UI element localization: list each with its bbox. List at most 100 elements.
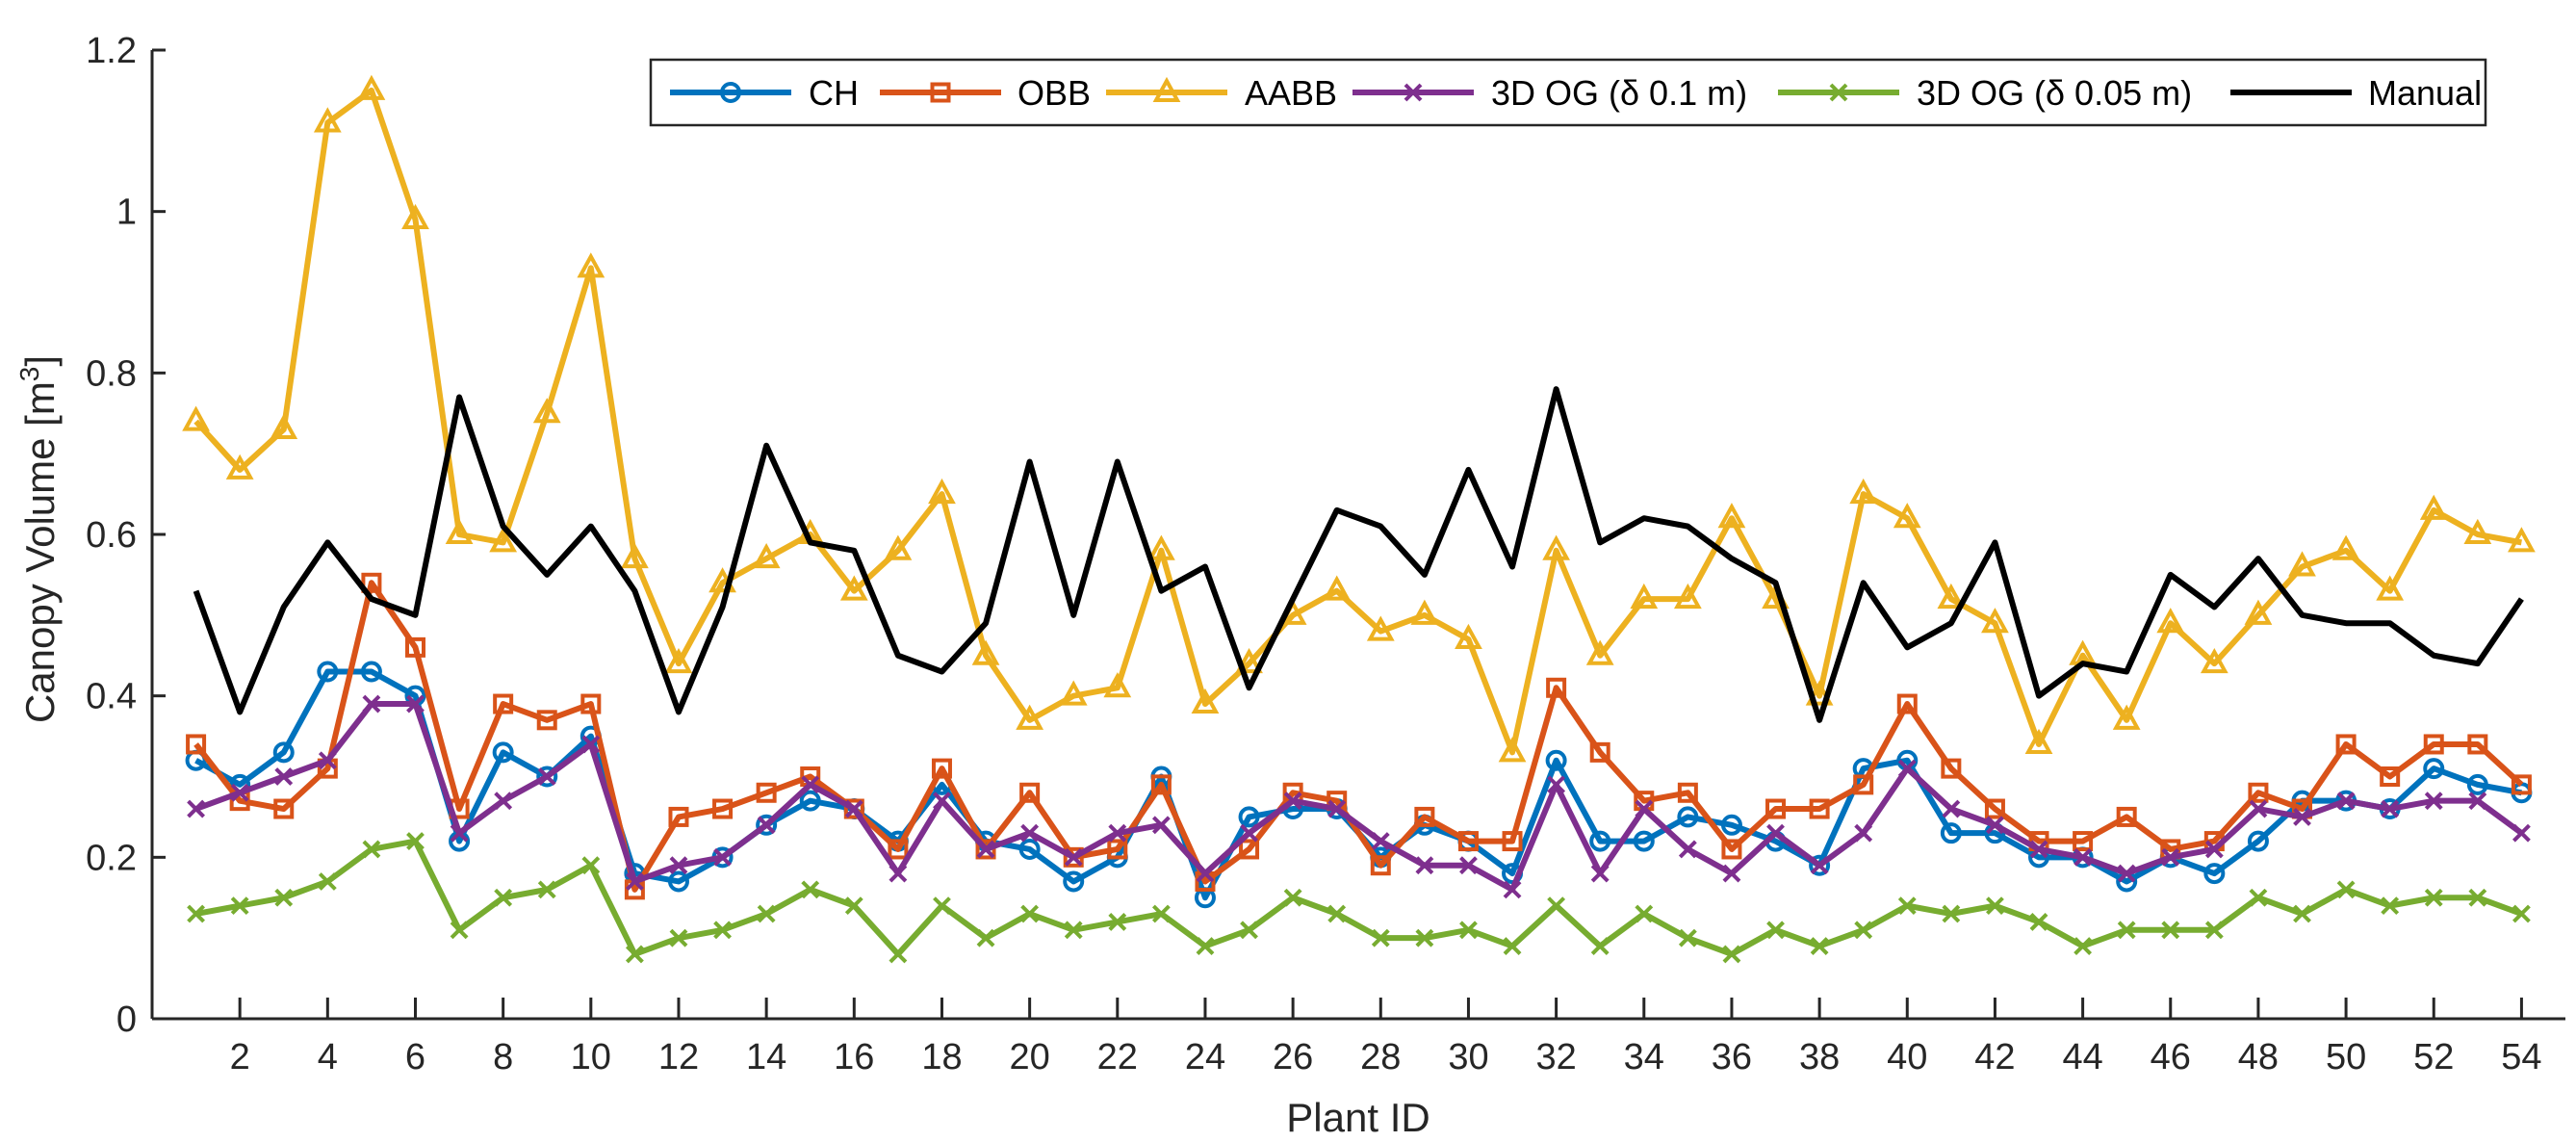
data-point-aabb: [1542, 534, 1571, 560]
data-point-3d-og-0-05-m: [933, 896, 951, 916]
data-point-obb: [1941, 758, 1962, 779]
data-point-aabb: [1146, 534, 1175, 560]
data-point-3d-og-0-05-m: [1371, 928, 1390, 947]
data-point-aabb: [752, 542, 781, 569]
data-point-aabb: [971, 639, 1000, 665]
data-point-3d-og-0-1-m: [2117, 864, 2136, 883]
data-point-obb: [1239, 839, 1260, 860]
x-tick-label: 8: [493, 1037, 513, 1077]
data-point-ch: [1018, 838, 1041, 860]
x-tick-label: 24: [1185, 1037, 1225, 1077]
data-point-3d-og-0-05-m: [450, 921, 469, 940]
data-point-aabb: [1016, 704, 1044, 730]
data-point-aabb: [1630, 583, 1659, 610]
x-tick-label: 38: [1799, 1037, 1840, 1077]
data-point-3d-og-0-1-m: [1151, 816, 1171, 835]
data-point-aabb: [621, 542, 649, 569]
data-point-3d-og-0-1-m: [801, 775, 820, 794]
data-point-obb: [931, 758, 952, 779]
data-point-aabb: [270, 413, 298, 440]
x-tick-label: 12: [658, 1037, 699, 1077]
data-point-obb: [1853, 774, 1874, 795]
y-axis-label-main: Canopy Volume [m: [17, 381, 63, 723]
x-tick-label: 16: [834, 1037, 874, 1077]
data-point-aabb: [1235, 647, 1263, 674]
x-tick-label: 28: [1360, 1037, 1401, 1077]
data-point-3d-og-0-1-m: [274, 767, 294, 786]
data-point-3d-og-0-05-m: [2161, 921, 2180, 940]
data-point-3d-og-0-1-m: [1415, 856, 1434, 875]
data-point-obb: [1546, 677, 1567, 698]
y-tick-label: 1.2: [86, 31, 137, 71]
series-obb: [186, 572, 2532, 900]
data-point-3d-og-0-05-m: [1810, 937, 1829, 955]
data-point-aabb: [2288, 551, 2316, 577]
data-point-3d-og-0-05-m: [625, 945, 644, 964]
data-point-3d-og-0-1-m: [2512, 823, 2531, 843]
data-point-aabb: [1805, 680, 1834, 706]
data-point-3d-og-0-05-m: [1108, 912, 1127, 931]
data-point-aabb: [1849, 478, 1878, 505]
x-tick-label: 34: [1624, 1037, 1664, 1077]
data-point-ch: [1238, 806, 1260, 828]
data-point-aabb: [2463, 518, 2492, 544]
legend-swatch-marker: [1152, 76, 1181, 102]
data-point-obb: [2116, 806, 2137, 827]
data-point-3d-og-0-05-m: [801, 880, 820, 899]
series-line-3d-og-0-05-m: [195, 838, 2523, 957]
legend-label: 3D OG (δ 0.1 m): [1491, 73, 1747, 113]
data-point-aabb: [1191, 688, 1220, 714]
data-point-aabb: [225, 454, 254, 480]
data-point-3d-og-0-05-m: [1196, 937, 1215, 955]
x-tick-label: 26: [1273, 1037, 1313, 1077]
data-point-3d-og-0-05-m: [537, 880, 556, 899]
data-point-3d-og-0-05-m: [2512, 904, 2531, 923]
data-point-3d-og-0-1-m: [1108, 823, 1127, 843]
data-point-ch: [1809, 854, 1831, 876]
legend-item-obb: OBB: [880, 73, 1091, 113]
data-point-3d-og-0-1-m: [2424, 792, 2443, 811]
data-point-3d-og-0-05-m: [187, 904, 205, 923]
legend-swatch-marker: [1829, 83, 1848, 102]
data-point-3d-og-0-05-m: [1854, 921, 1873, 940]
data-point-aabb: [401, 203, 429, 230]
data-point-3d-og-0-05-m: [1547, 896, 1566, 916]
y-axis-label-superscript: 3: [14, 367, 44, 382]
data-point-3d-og-0-1-m: [757, 816, 776, 835]
data-point-aabb: [1455, 623, 1482, 649]
data-point-3d-og-0-1-m: [581, 735, 601, 754]
data-point-3d-og-0-05-m: [362, 840, 381, 859]
data-point-3d-og-0-1-m: [1196, 864, 1215, 883]
data-point-obb: [1414, 806, 1435, 827]
data-point-obb: [2335, 734, 2357, 755]
x-tick-label: 44: [2062, 1037, 2102, 1077]
x-tick-label: 30: [1448, 1037, 1488, 1077]
data-point-aabb: [1673, 583, 1702, 610]
data-point-aabb: [489, 527, 518, 553]
data-point-3d-og-0-1-m: [362, 694, 381, 714]
data-point-3d-og-0-1-m: [844, 799, 863, 818]
data-point-3d-og-0-1-m: [2161, 847, 2180, 867]
data-point-3d-og-0-05-m: [1503, 937, 1522, 955]
x-tick-label: 2: [230, 1037, 250, 1077]
data-point-3d-og-0-05-m: [1240, 921, 1258, 940]
data-point-obb: [1019, 782, 1041, 803]
data-point-3d-og-0-1-m: [1327, 799, 1347, 818]
data-point-3d-og-0-1-m: [1766, 823, 1785, 843]
data-point-aabb: [1103, 672, 1132, 698]
data-point-3d-og-0-1-m: [889, 864, 908, 883]
legend-swatch-marker: [1404, 83, 1423, 102]
data-point-aabb: [357, 74, 386, 100]
data-point-3d-og-0-1-m: [976, 840, 995, 859]
x-tick-label: 22: [1097, 1037, 1138, 1077]
data-point-3d-og-0-05-m: [2468, 888, 2487, 907]
data-point-ch: [2247, 830, 2269, 852]
data-point-3d-og-0-05-m: [494, 888, 513, 907]
data-point-aabb: [1410, 599, 1439, 625]
data-point-3d-og-0-05-m: [581, 856, 601, 875]
series-aabb: [182, 74, 2536, 763]
data-point-ch: [756, 814, 778, 836]
data-point-3d-og-0-05-m: [889, 945, 908, 964]
data-point-3d-og-0-1-m: [2336, 792, 2356, 811]
